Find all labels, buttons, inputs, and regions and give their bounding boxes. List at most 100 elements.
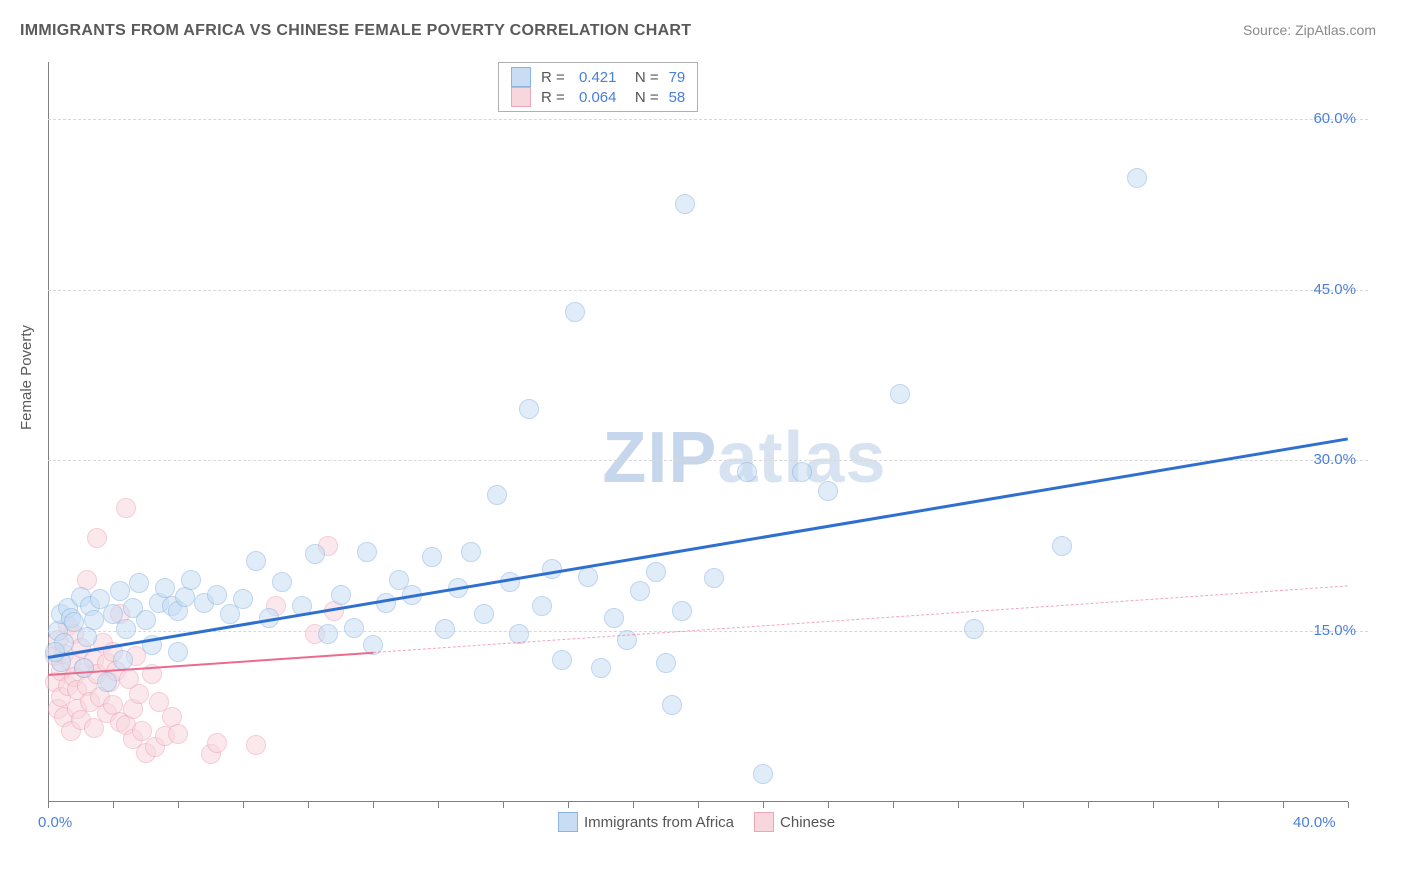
legend-n-label: N =	[626, 89, 658, 106]
data-point	[662, 695, 682, 715]
data-point	[578, 567, 598, 587]
data-point	[129, 573, 149, 593]
data-point	[246, 735, 266, 755]
data-point	[246, 551, 266, 571]
data-point	[175, 587, 195, 607]
data-point	[672, 601, 692, 621]
x-minor-tick	[113, 802, 114, 808]
x-minor-tick	[633, 802, 634, 808]
data-point	[565, 302, 585, 322]
x-minor-tick	[438, 802, 439, 808]
x-minor-tick	[308, 802, 309, 808]
data-point	[129, 684, 149, 704]
data-point	[113, 650, 133, 670]
grid-line-h	[48, 119, 1368, 120]
data-point	[181, 570, 201, 590]
data-point	[357, 542, 377, 562]
x-minor-tick	[178, 802, 179, 808]
legend-item: Immigrants from Africa	[558, 812, 734, 832]
data-point	[422, 547, 442, 567]
grid-line-h	[48, 460, 1368, 461]
data-point	[604, 608, 624, 628]
legend-swatch	[511, 67, 531, 87]
x-minor-tick	[763, 802, 764, 808]
data-point	[168, 724, 188, 744]
x-minor-tick	[503, 802, 504, 808]
legend-series: Immigrants from Africa Chinese	[558, 812, 835, 832]
data-point	[110, 581, 130, 601]
legend-r-label: R =	[541, 89, 569, 106]
x-minor-tick	[373, 802, 374, 808]
data-point	[646, 562, 666, 582]
data-point	[792, 462, 812, 482]
x-minor-tick	[828, 802, 829, 808]
x-minor-tick	[893, 802, 894, 808]
legend-swatch	[511, 87, 531, 107]
data-point	[737, 462, 757, 482]
data-point	[77, 627, 97, 647]
data-point	[84, 610, 104, 630]
data-point	[344, 618, 364, 638]
legend-n-label: N =	[626, 69, 658, 86]
x-tick-label: 40.0%	[1293, 814, 1336, 831]
data-point	[272, 572, 292, 592]
data-point	[136, 610, 156, 630]
source-label: Source: ZipAtlas.com	[1243, 22, 1376, 38]
data-point	[207, 585, 227, 605]
data-point	[1052, 536, 1072, 556]
data-point	[87, 528, 107, 548]
grid-line-h	[48, 290, 1368, 291]
x-minor-tick	[48, 802, 49, 808]
data-point	[552, 650, 572, 670]
legend-n-value: 58	[669, 89, 686, 106]
data-point	[542, 559, 562, 579]
legend-label: Immigrants from Africa	[584, 814, 734, 831]
legend-correlation-box: R = 0.421 N = 79R = 0.064 N = 58	[498, 62, 698, 112]
y-tick-label: 60.0%	[1313, 110, 1356, 127]
y-axis-label: Female Poverty	[18, 325, 35, 430]
x-minor-tick	[1153, 802, 1154, 808]
legend-n-value: 79	[669, 69, 686, 86]
x-minor-tick	[568, 802, 569, 808]
data-point	[753, 764, 773, 784]
data-point	[435, 619, 455, 639]
y-tick-label: 30.0%	[1313, 451, 1356, 468]
x-minor-tick	[1088, 802, 1089, 808]
data-point	[155, 578, 175, 598]
legend-row: R = 0.421 N =79	[511, 67, 685, 87]
legend-row: R = 0.064 N = 58	[511, 87, 685, 107]
data-point	[207, 733, 227, 753]
y-tick-label: 45.0%	[1313, 281, 1356, 298]
data-point	[890, 384, 910, 404]
data-point	[474, 604, 494, 624]
data-point	[168, 642, 188, 662]
y-tick-label: 15.0%	[1313, 622, 1356, 639]
data-point	[74, 658, 94, 678]
legend-r-value: 0.421	[579, 69, 617, 86]
data-point	[331, 585, 351, 605]
data-point	[461, 542, 481, 562]
data-point	[532, 596, 552, 616]
data-point	[233, 589, 253, 609]
x-minor-tick	[1348, 802, 1349, 808]
x-minor-tick	[698, 802, 699, 808]
x-minor-tick	[1283, 802, 1284, 808]
legend-swatch	[754, 812, 774, 832]
x-minor-tick	[243, 802, 244, 808]
x-minor-tick	[958, 802, 959, 808]
legend-swatch	[558, 812, 578, 832]
data-point	[675, 194, 695, 214]
legend-item: Chinese	[754, 812, 835, 832]
grid-line-h	[48, 631, 1368, 632]
data-point	[964, 619, 984, 639]
scatter-plot: ZIPatlas 15.0%30.0%45.0%60.0%0.0%40.0%R …	[48, 62, 1368, 832]
data-point	[1127, 168, 1147, 188]
x-minor-tick	[1023, 802, 1024, 808]
data-point	[704, 568, 724, 588]
x-tick-label: 0.0%	[38, 814, 72, 831]
data-point	[591, 658, 611, 678]
data-point	[656, 653, 676, 673]
data-point	[630, 581, 650, 601]
legend-r-value: 0.064	[579, 89, 617, 106]
chart-title: IMMIGRANTS FROM AFRICA VS CHINESE FEMALE…	[20, 22, 691, 40]
